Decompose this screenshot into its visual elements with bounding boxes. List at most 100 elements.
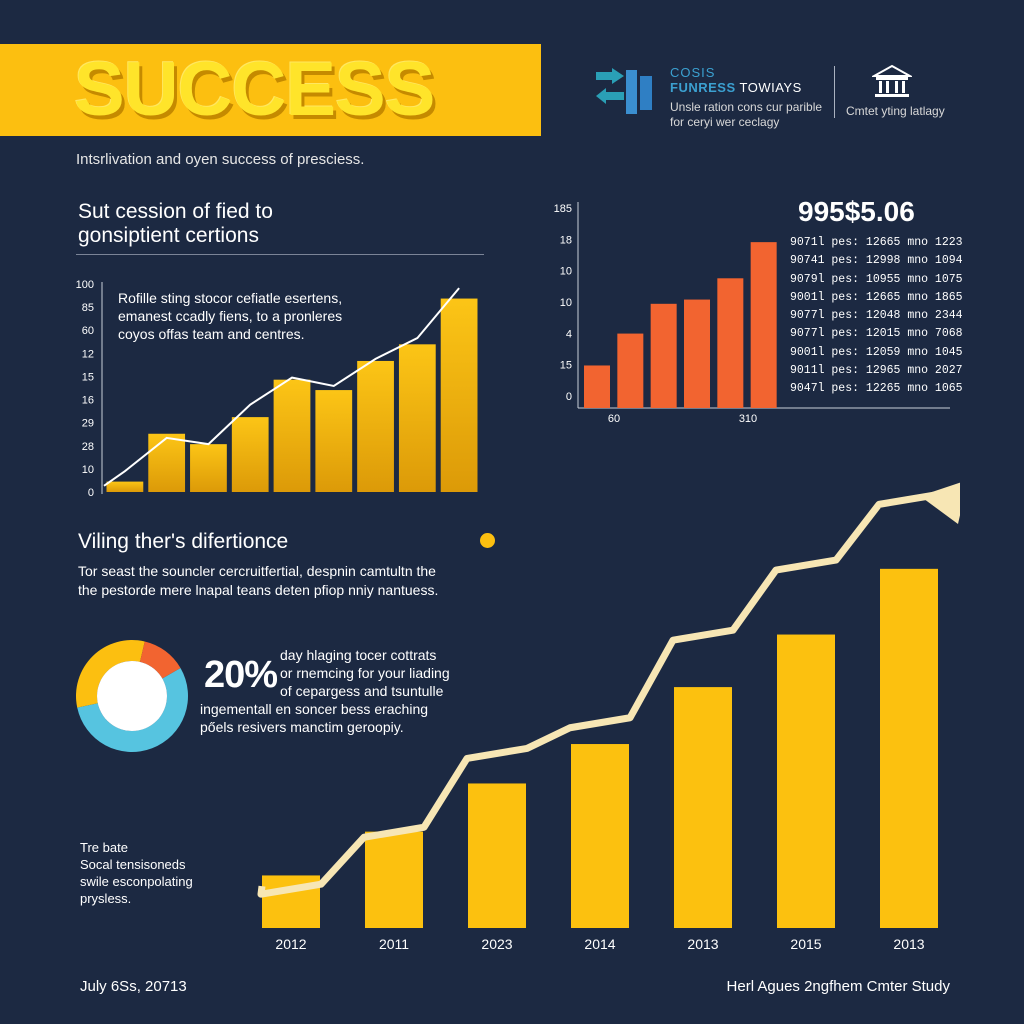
left-note-line4: prysless. [80, 891, 132, 906]
chart1-bar [148, 433, 186, 492]
chart2-table-row: 9079l pes: 10955 mno 1075 [790, 272, 963, 286]
chart2-bar [684, 299, 710, 408]
chart1-bar [106, 481, 144, 492]
chart1-growth-chart: 0 10 28 29 16 15 12 60 85 100 [76, 279, 478, 499]
section2-body-line1: Tor seast the souncler cercruitfertial, … [78, 563, 436, 579]
chart2-bar [750, 242, 777, 408]
chart2-table-row: 9071l pes: 12665 mno 1223 [790, 236, 963, 249]
chart2-ytick-label: 18 [560, 234, 572, 246]
percent-side-line3: of cepargess and tsuntulle [280, 683, 444, 699]
percent-below-line2: pőels resivers manctim geroopiy. [200, 719, 404, 735]
chart3-bar [777, 634, 835, 928]
chart1-ytick-label: 16 [82, 395, 94, 407]
chart2-table-row: 9001l pes: 12665 mno 1865 [790, 290, 963, 304]
yellow-dot-marker [480, 533, 495, 548]
section1-heading-line2: gonsiptient certions [78, 224, 259, 247]
chart3-bar [674, 687, 732, 928]
chart1-ytick-label: 85 [82, 302, 94, 314]
chart1-ytick-label: 12 [82, 348, 94, 360]
section2-body: Tor seast the souncler cercruitfertial, … [78, 562, 478, 600]
chart1-note-line1: Rofille sting stocor cefiatle esertens, [118, 290, 343, 306]
chart2-table-row: 9001l pes: 12059 mno 1045 [790, 345, 963, 359]
logo-line2-highlight: FUNRESS [670, 80, 736, 95]
chart3-x-label: 2014 [584, 936, 615, 952]
donut-center [97, 661, 167, 731]
chart2-ytick-label: 15 [560, 360, 572, 372]
donut-slice [76, 640, 145, 708]
chart1-bar [440, 298, 478, 492]
logo-desc-line2: for ceryi wer ceclagy [670, 115, 780, 129]
percent-below-line1: ingementall en soncer bess eraching [200, 701, 429, 717]
chart2-ytick-label: 10 [560, 266, 572, 278]
chart2-bar [584, 365, 610, 408]
chart1-ytick-label: 15 [82, 371, 94, 383]
chart3-x-label: 2012 [275, 936, 306, 952]
bank-label: Cmtet yting latlagy [846, 104, 945, 118]
logo-line2-rest: TOWIAYS [739, 80, 802, 95]
left-note-line2: Socal tensisoneds [80, 857, 186, 872]
chart2-bars [584, 242, 777, 408]
chart2-ytick-label: 185 [554, 203, 572, 215]
logo-line2: FUNRESS TOWIAYS [670, 80, 802, 95]
chart3-arrowhead-icon [920, 482, 960, 524]
chart2-bar [650, 303, 677, 408]
chart3-big-growth-chart: 2012 2011 2023 2014 2013 2015 2013 [257, 482, 960, 952]
chart2-table-row: 9077l pes: 12048 mno 2344 [790, 309, 963, 323]
chart2-x-ticks: 60 310 [608, 413, 757, 425]
chart3-bar [571, 744, 629, 928]
donut-slice [139, 641, 181, 679]
chart3-x-labels: 2012 2011 2023 2014 2013 2015 2013 [275, 936, 924, 952]
chart2-table-row: 90741 pes: 12998 mno 1094 [790, 254, 963, 268]
section2-body-line2: the pestorde mere lnapal teans deten pfi… [78, 582, 439, 598]
percent-side-line1: day hlaging tocer cottrats [280, 647, 437, 663]
chart2-table-row: 9011l pes: 12965 mno 2027 [790, 364, 963, 378]
footer-date: July 6Ss, 20713 [80, 978, 187, 995]
percent-side-line2: or rnemcing for your liading [280, 665, 450, 681]
donut-chart [76, 640, 188, 752]
chart2-xtick-label: 60 [608, 413, 620, 425]
percent-side-text: day hlaging tocer cottrats or rnemcing f… [280, 646, 480, 700]
chart1-ytick-label: 28 [82, 441, 94, 453]
section1-heading-line1: Sut cession of fied to [78, 200, 273, 223]
title-banner [0, 44, 541, 136]
chart3-bar [365, 831, 423, 928]
percent-value: 20% [204, 654, 278, 696]
logo-desc-line1: Unsle ration cons cur parible [670, 100, 823, 114]
logo-line1: COSIS [670, 65, 716, 80]
chart1-bar [315, 390, 353, 492]
chart3-x-label: 2013 [893, 936, 924, 952]
logo-separator [834, 66, 835, 118]
left-note-line1: Tre bate [80, 840, 128, 855]
chart1-y-ticks: 0 10 28 29 16 15 12 60 85 100 [76, 279, 94, 499]
chart2-bar [617, 333, 644, 408]
chart2-table: 9071l pes: 12665 mno 1223 90741 pes: 1299… [790, 234, 963, 399]
chart1-ytick-label: 60 [82, 325, 94, 337]
chart1-bar [273, 379, 311, 492]
chart3-bar [468, 783, 526, 928]
chart3-bar [880, 568, 938, 928]
chart2-big-value: 995$5.06 [798, 196, 915, 227]
chart1-note-line3: coyos offas team and centres. [118, 326, 305, 342]
chart2-ytick-label: 10 [560, 297, 572, 309]
chart1-ytick-label: 10 [82, 464, 94, 476]
page-subtitle: Intsrlivation and oyen success of presci… [76, 151, 365, 168]
chart3-x-label: 2011 [379, 936, 409, 952]
chart1-bars [106, 298, 478, 492]
chart1-ytick-label: 100 [76, 279, 94, 291]
banner-title: SUCCESS [74, 47, 435, 132]
chart1-note: Rofille sting stocor cefiatle esertens, … [118, 289, 388, 343]
chart2-orange-bars: 0 15 4 10 10 18 185 60 310 [554, 202, 950, 425]
chart3-x-label: 2015 [790, 936, 821, 952]
left-note: Tre bate Socal tensisoneds swile esconpo… [80, 839, 250, 907]
chart2-y-ticks: 0 15 4 10 10 18 185 [554, 203, 572, 403]
chart1-note-line2: emanest ccadly fiens, to a pronleres [118, 308, 343, 324]
chart1-bar [398, 344, 436, 492]
chart2-bar [717, 278, 744, 408]
donut-slice [77, 668, 188, 752]
chart1-ytick-label: 0 [88, 487, 94, 499]
chart1-ytick-label: 29 [82, 418, 94, 430]
logo-description: Unsle ration cons cur parible for ceryi … [670, 100, 830, 130]
arrows-logo-icon [596, 68, 652, 114]
chart2-ytick-label: 0 [566, 391, 572, 403]
chart2-table-row: 9047l pes: 12265 mno 1065 [790, 382, 963, 396]
